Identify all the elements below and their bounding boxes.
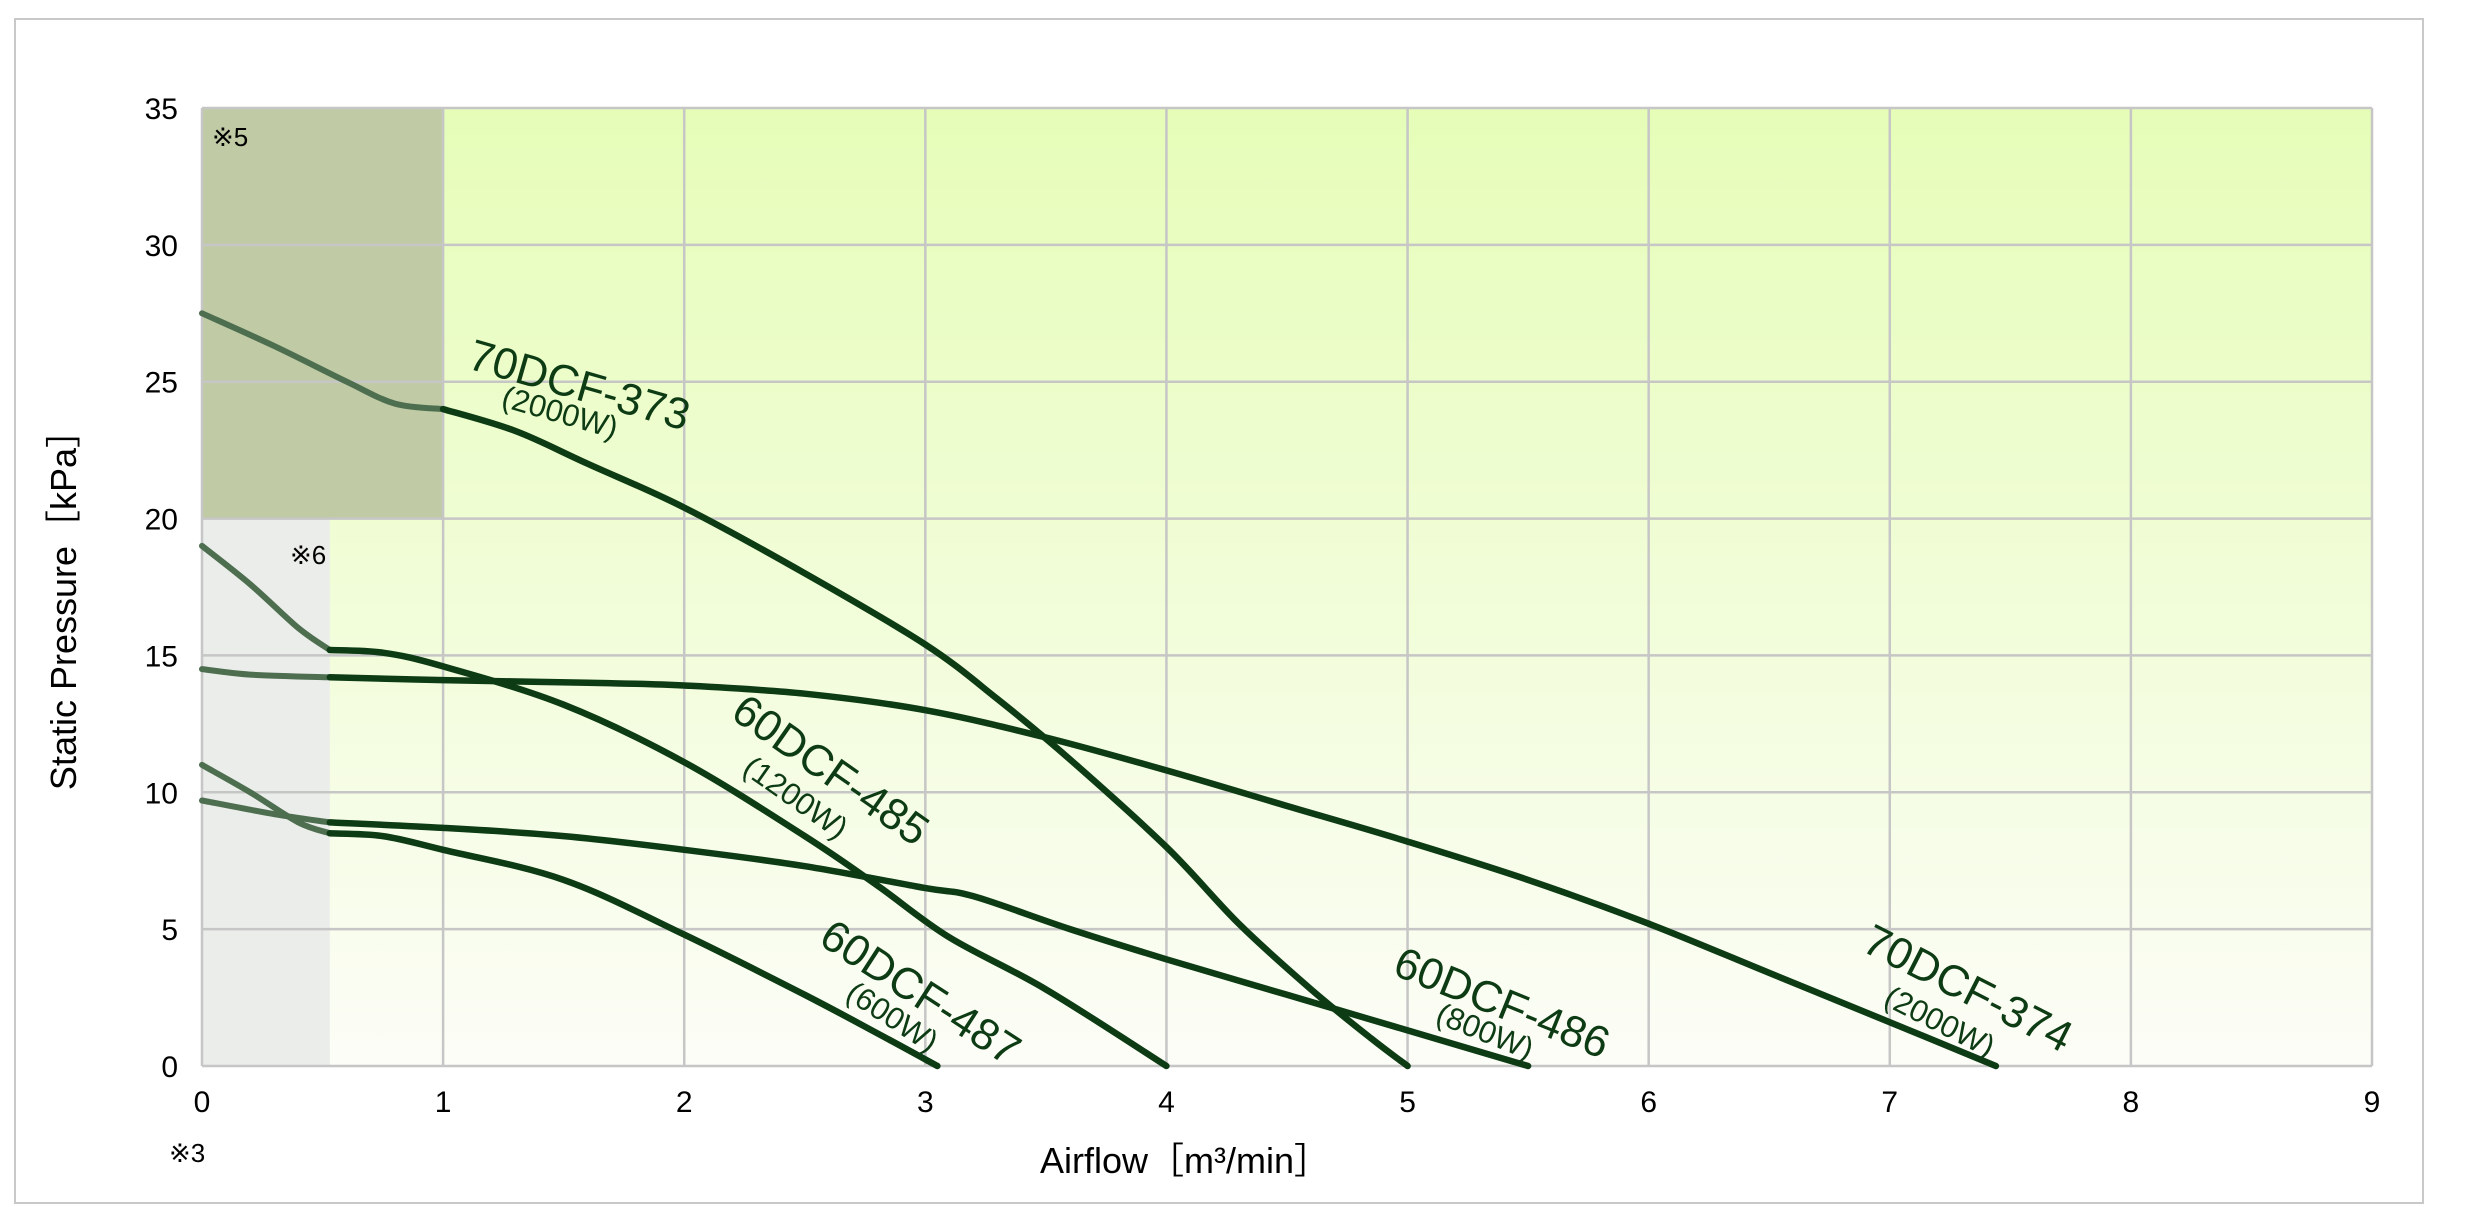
x-tick-label: 0 <box>194 1086 211 1119</box>
note-6: ※6 <box>290 540 326 570</box>
y-tick-label: 15 <box>145 640 178 673</box>
curve-60dcf-486 <box>326 819 1532 1070</box>
y-tick-label: 20 <box>145 504 178 537</box>
note-5: ※5 <box>212 122 248 152</box>
y-tick-label: 10 <box>145 777 178 810</box>
y-tick-label: 0 <box>161 1051 178 1084</box>
x-tick-label: 8 <box>2123 1086 2140 1119</box>
x-tick-label: 1 <box>435 1086 452 1119</box>
shaded-region5 <box>202 108 444 519</box>
x-tick-label: 7 <box>1881 1086 1898 1119</box>
x-tick-label: 9 <box>2364 1086 2381 1119</box>
curve-shaded-70dcf-374 <box>199 666 333 681</box>
x-tick-label: 2 <box>676 1086 693 1119</box>
curve-shaded-60dcf-486 <box>199 797 333 826</box>
curve-shaded-60dcf-485 <box>199 542 333 653</box>
y-axis-title: Static Pressure［kPa］ <box>43 412 84 790</box>
y-tick-label: 35 <box>145 93 178 126</box>
curve-60dcf-487 <box>326 830 941 1070</box>
x-tick-label: 6 <box>1640 1086 1657 1119</box>
x-tick-label: 3 <box>917 1086 934 1119</box>
note-3: ※3 <box>169 1138 205 1168</box>
curve-60dcf-485 <box>326 646 1170 1070</box>
x-tick-label: 5 <box>1399 1086 1416 1119</box>
curve-shaded-60dcf-487 <box>199 761 333 837</box>
y-tick-label: 5 <box>161 914 178 947</box>
chart-frame: 0 1 2 3 4 5 6 7 8 9 0 5 10 15 20 25 30 35 ※5 ※6 ※3 70DCF-… <box>14 18 2424 1204</box>
x-axis-title: Airflow［m³/min］ <box>1040 1140 1330 1181</box>
x-tick-label: 4 <box>1158 1086 1175 1119</box>
curve-70dcf-373 <box>439 405 1411 1070</box>
curve-70dcf-374 <box>326 674 2000 1070</box>
y-tick-label: 30 <box>145 230 178 263</box>
curve-shaded-70dcf-373 <box>199 310 447 413</box>
y-tick-label: 25 <box>145 367 178 400</box>
plot-background <box>202 108 2372 1066</box>
